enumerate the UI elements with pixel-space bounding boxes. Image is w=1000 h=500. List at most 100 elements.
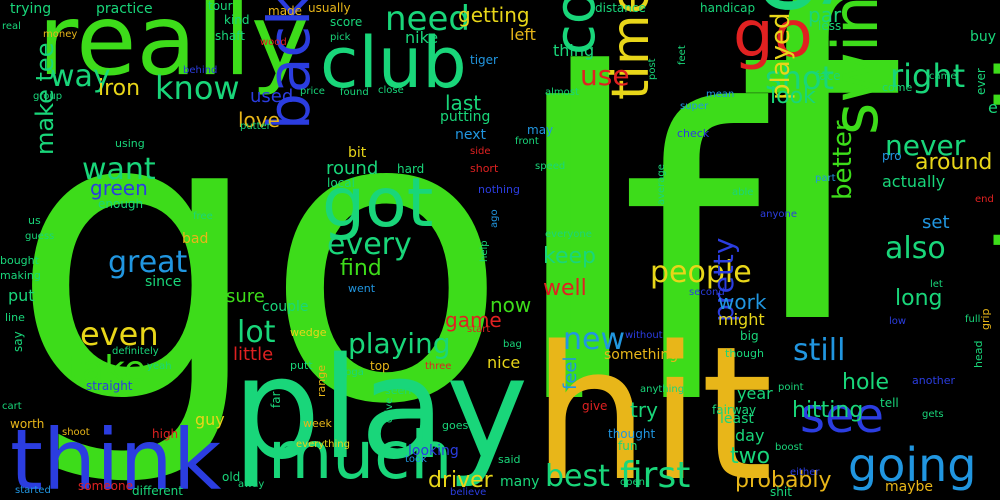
word-lot: lot bbox=[237, 315, 276, 350]
word-second: second bbox=[689, 287, 725, 298]
word-start: start bbox=[467, 324, 491, 335]
word-come: come bbox=[882, 81, 913, 94]
word-enough: enough bbox=[98, 197, 144, 211]
word-close: close bbox=[378, 85, 404, 96]
word-buy: buy bbox=[970, 29, 997, 45]
word-believe: believe bbox=[450, 487, 487, 498]
word-driver: driver bbox=[428, 468, 493, 493]
word-fairway: fairway bbox=[712, 403, 757, 417]
word-bit: bit bbox=[348, 145, 367, 161]
word-best: best bbox=[545, 459, 610, 494]
word-speed: speed bbox=[535, 161, 566, 172]
word-love: love bbox=[238, 108, 280, 132]
word-average: average bbox=[656, 164, 667, 205]
word-three: three bbox=[425, 361, 452, 372]
word-try: try bbox=[630, 398, 658, 422]
word-year: year bbox=[737, 384, 773, 403]
word-shit: shit bbox=[770, 485, 792, 499]
word-want: want bbox=[82, 152, 156, 187]
word-far: far bbox=[269, 391, 283, 408]
word-yeah: yeah bbox=[147, 361, 172, 372]
word-probably: probably bbox=[735, 468, 832, 493]
word-worth: worth bbox=[10, 417, 45, 431]
word-ever: ever bbox=[974, 68, 988, 95]
word-big: big bbox=[740, 329, 759, 343]
word-shoot: shoot bbox=[62, 427, 90, 438]
word-local: local bbox=[327, 176, 355, 190]
word-different: different bbox=[132, 484, 183, 498]
word-boost: boost bbox=[775, 442, 803, 453]
word-next: next bbox=[455, 127, 487, 143]
word-went: went bbox=[348, 282, 376, 295]
word-came: came bbox=[929, 71, 957, 82]
word-full: full bbox=[965, 314, 981, 325]
word-everything: everything bbox=[296, 439, 350, 450]
word-almost: almost bbox=[545, 87, 579, 98]
word-better: better bbox=[828, 120, 858, 200]
word-say: say bbox=[11, 331, 25, 352]
word-wood: wood bbox=[260, 37, 287, 48]
word-anyone: anyone bbox=[760, 209, 797, 220]
word-many: many bbox=[500, 474, 540, 490]
word-least: least bbox=[720, 411, 754, 427]
word-putting: putting bbox=[440, 109, 491, 125]
word-still: still bbox=[793, 333, 846, 368]
word-thing: thing bbox=[553, 41, 595, 60]
word-seen: seen bbox=[385, 384, 412, 397]
word-round: round bbox=[326, 158, 379, 179]
word-hard: hard bbox=[397, 162, 425, 176]
word-old: old bbox=[222, 470, 241, 484]
word-started: started bbox=[15, 485, 51, 496]
word-set: set bbox=[922, 212, 950, 233]
word-making: making bbox=[0, 269, 41, 282]
word-grip: grip bbox=[979, 308, 992, 330]
word-tiger: tiger bbox=[470, 53, 498, 67]
word-money: money bbox=[43, 29, 78, 40]
word-play: play bbox=[232, 328, 529, 491]
word-end: end bbox=[975, 194, 994, 205]
word-gets: gets bbox=[922, 409, 944, 420]
word-wedge: wedge bbox=[290, 326, 327, 339]
word-behind: behind bbox=[183, 65, 218, 76]
word-bag: bag bbox=[503, 339, 522, 350]
word-way: way bbox=[50, 59, 111, 94]
word-little: little bbox=[233, 344, 274, 365]
word-work: work bbox=[718, 290, 767, 314]
word-made: made bbox=[268, 4, 303, 18]
word-part: part bbox=[815, 173, 836, 184]
word-also: also bbox=[885, 231, 946, 266]
word-putter: putter bbox=[240, 121, 271, 132]
word-kind: kind bbox=[224, 13, 250, 27]
word-free: free bbox=[193, 211, 213, 222]
word-know: know bbox=[155, 69, 240, 107]
word-may: may bbox=[527, 123, 554, 137]
word-something: something bbox=[604, 347, 679, 363]
word-fun: fun bbox=[618, 439, 638, 453]
word-took: took bbox=[405, 454, 427, 465]
word-getting: getting bbox=[458, 3, 530, 27]
word-high: high bbox=[152, 427, 179, 441]
word-hit: hit bbox=[532, 306, 774, 500]
word-usually: usually bbox=[308, 1, 351, 15]
word-though: though bbox=[725, 347, 764, 360]
word-definitely: definitely bbox=[112, 346, 159, 357]
word-trying: trying bbox=[10, 1, 52, 17]
word-less: less bbox=[818, 19, 842, 33]
word-find: find bbox=[340, 256, 382, 281]
word-really: really bbox=[38, 0, 309, 98]
word-couple: couple bbox=[262, 299, 309, 315]
word-point: point bbox=[778, 382, 804, 393]
word-take: take bbox=[68, 349, 146, 390]
word-drive: drive bbox=[384, 397, 395, 423]
word-head: head bbox=[972, 340, 985, 368]
word-since: since bbox=[145, 274, 182, 290]
word-hole: hole bbox=[842, 370, 890, 395]
word-line: line bbox=[5, 311, 25, 324]
word-shaft: shaft bbox=[215, 29, 245, 43]
word-keep: keep bbox=[543, 244, 596, 269]
word-look: look bbox=[770, 84, 816, 109]
word-actually: actually bbox=[882, 172, 946, 191]
word-right: right bbox=[890, 57, 966, 95]
word-bad: bad bbox=[182, 231, 209, 247]
